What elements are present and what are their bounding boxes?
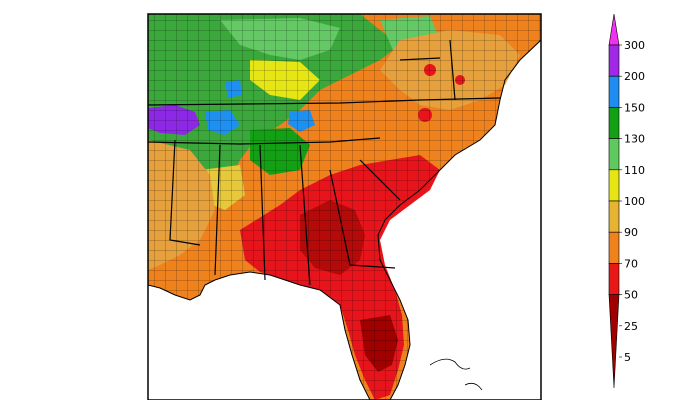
legend-swatch — [608, 263, 620, 295]
legend-arrow-bottom — [608, 294, 620, 389]
map-area — [148, 14, 541, 400]
legend-swatch — [608, 169, 620, 202]
legend-swatch — [608, 200, 620, 233]
legend-tick-label: 5 — [624, 351, 631, 364]
legend-tick-label: 50 — [624, 289, 638, 302]
legend-tick-label: 300 — [624, 39, 645, 52]
legend-swatch — [608, 138, 620, 171]
legend-tick-label: 200 — [624, 70, 645, 83]
legend-tick-label: 110 — [624, 164, 645, 177]
legend-colorbar — [608, 13, 620, 389]
legend-tick-label: 25 — [624, 320, 638, 333]
legend-swatch — [608, 44, 620, 77]
coastline — [148, 39, 541, 400]
county-boundaries — [148, 14, 541, 400]
legend-arrow-top — [608, 13, 620, 46]
legend-tick-label: 100 — [624, 195, 645, 208]
map-frame — [147, 13, 542, 400]
legend-swatch — [608, 75, 620, 108]
legend-swatch — [608, 107, 620, 139]
legend-tick-label: 150 — [624, 101, 645, 114]
legend-tick-label: 70 — [624, 257, 638, 270]
state-boundaries — [148, 39, 501, 286]
legend-tick-label: 90 — [624, 226, 638, 239]
legend-ticks: 300 200 150 130 110 100 90 70 50 25 5 — [619, 39, 645, 364]
legend-tick-label: 130 — [624, 133, 645, 146]
legend-swatch — [608, 231, 620, 264]
bahamas-outline — [429, 358, 483, 391]
